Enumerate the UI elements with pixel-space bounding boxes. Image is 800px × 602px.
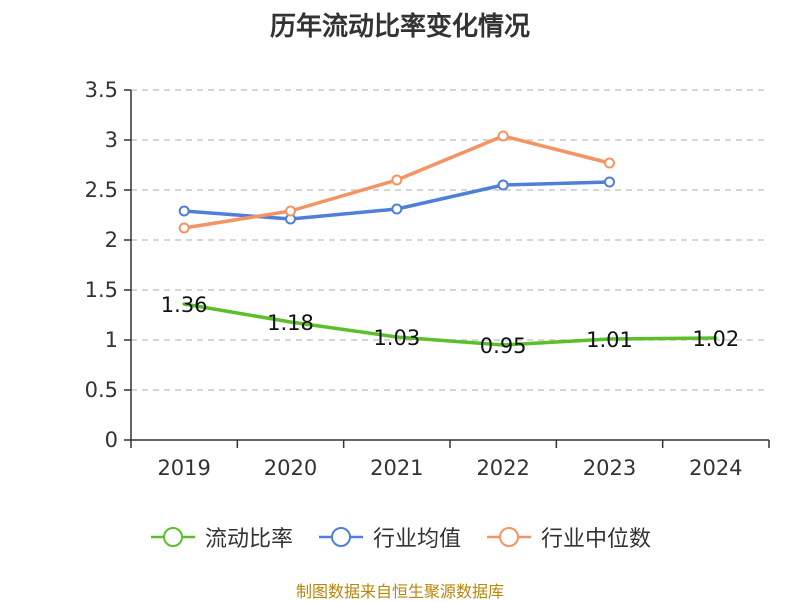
x-tick-label: 2023 xyxy=(583,456,636,480)
legend-swatch-icon xyxy=(487,527,531,547)
legend-item[interactable]: 行业均值 xyxy=(317,521,461,553)
legend-swatch-icon xyxy=(150,527,195,547)
data-point xyxy=(391,203,403,215)
data-label: 1.03 xyxy=(373,326,420,350)
data-point xyxy=(178,222,190,234)
y-tick-label: 0.5 xyxy=(85,378,118,402)
data-point xyxy=(285,205,296,217)
data-point xyxy=(497,179,509,191)
data-label: 1.18 xyxy=(267,311,314,335)
data-point xyxy=(178,205,190,217)
source-note: 制图数据来自恒生聚源数据库 xyxy=(295,582,504,601)
y-tick-label: 2.5 xyxy=(85,178,118,202)
data-point xyxy=(604,176,615,188)
y-tick-label: 3 xyxy=(105,128,118,152)
series-line xyxy=(182,302,718,347)
data-label: 1.01 xyxy=(586,328,633,352)
y-tick-label: 2 xyxy=(105,228,118,252)
data-point xyxy=(604,157,615,169)
legend: 流动比率 行业均值 行业中位数 xyxy=(0,520,800,554)
legend-label: 流动比率 xyxy=(204,527,293,552)
x-tick-label: 2022 xyxy=(476,456,529,480)
x-tick-label: 2019 xyxy=(157,456,210,480)
x-tick-label: 2024 xyxy=(689,456,742,480)
legend-item[interactable]: 流动比率 xyxy=(149,521,293,553)
x-tick-label: 2021 xyxy=(370,456,423,480)
y-tick-label: 3.5 xyxy=(85,78,118,102)
legend-marker xyxy=(330,527,351,547)
data-point xyxy=(391,174,403,186)
data-label: 0.95 xyxy=(480,334,527,358)
x-tick-label: 2020 xyxy=(264,456,317,480)
y-tick-label: 0 xyxy=(105,428,118,452)
data-labels: 1.36 1.18 1.03 0.95 1.01 1.02 xyxy=(161,293,739,358)
series-lines xyxy=(178,130,718,347)
legend-label: 行业中位数 xyxy=(541,527,652,552)
y-tick-label: 1.5 xyxy=(85,278,118,302)
grid-lines xyxy=(131,89,769,391)
chart-title: 历年流动比率变化情况 xyxy=(269,12,530,42)
legend-marker xyxy=(499,527,519,547)
legend-marker xyxy=(162,527,183,547)
legend-item[interactable]: 行业中位数 xyxy=(485,521,651,553)
legend-label: 行业均值 xyxy=(372,527,461,552)
legend-swatch-icon xyxy=(318,527,363,547)
data-point xyxy=(497,130,509,142)
data-label: 1.02 xyxy=(692,327,739,351)
data-label: 1.36 xyxy=(161,293,208,317)
y-tick-label: 1 xyxy=(105,328,118,352)
axes: 0 0.5 1 1.5 2 2.5 3 3.5 2019 2020 2021 2022 2023 2024 xyxy=(85,78,770,480)
